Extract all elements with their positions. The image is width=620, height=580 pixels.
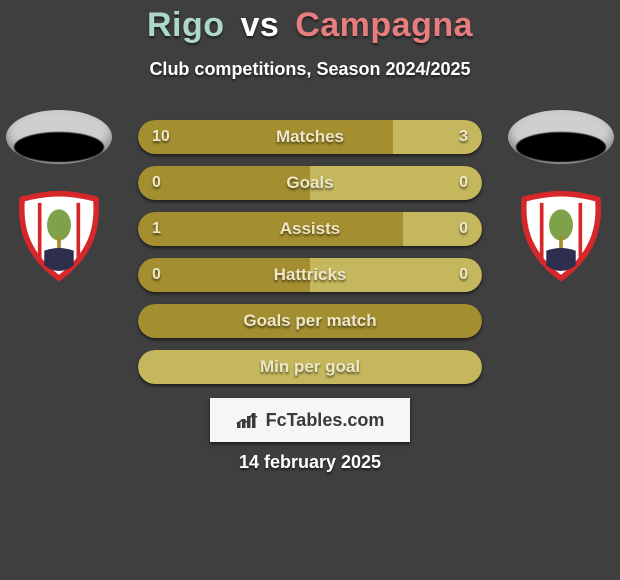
vs-text: vs (240, 6, 279, 44)
player2-name: Campagna (295, 6, 473, 44)
player1-name: Rigo (147, 6, 225, 44)
bar-label: Goals per match (138, 304, 482, 338)
stat-bar-row: Min per goal (138, 350, 482, 384)
right-side (506, 110, 616, 390)
bar-label: Goals (138, 166, 482, 200)
stat-bars: Matches103Goals00Assists10Hattricks00Goa… (138, 120, 482, 396)
bar-label: Assists (138, 212, 482, 246)
subtitle: Club competitions, Season 2024/2025 (0, 59, 620, 80)
bar-right-value: 0 (459, 166, 468, 200)
bar-left-value: 0 (152, 258, 161, 292)
bar-left-value: 0 (152, 166, 161, 200)
player2-avatar-placeholder (508, 110, 614, 162)
left-side (4, 110, 114, 390)
attribution-badge: FcTables.com (210, 398, 410, 442)
stat-bar-row: Assists1 0 (138, 212, 482, 246)
bar-right-value: 0 (459, 212, 468, 246)
date-stamp: 14 february 2025 (0, 452, 620, 473)
page-title: Rigo vs Campagna (0, 0, 620, 45)
bar-label: Min per goal (138, 350, 482, 384)
stat-bar-row: Hattricks0 0 (138, 258, 482, 292)
player1-club-crest (13, 190, 105, 282)
bar-left-value: 1 (152, 212, 161, 246)
bar-right-value: 0 (459, 258, 468, 292)
stat-bar-row: Goals0 0 (138, 166, 482, 200)
bar-right-value: 3 (459, 120, 468, 154)
chart-icon (236, 411, 260, 429)
stat-bar-row: Matches10 3 (138, 120, 482, 154)
player1-avatar-placeholder (6, 110, 112, 162)
stat-bar-row: Goals per match (138, 304, 482, 338)
bar-label: Hattricks (138, 258, 482, 292)
bar-label: Matches (138, 120, 482, 154)
stage: Rigo vs Campagna Club competitions, Seas… (0, 0, 620, 580)
bar-left-value: 10 (152, 120, 170, 154)
attribution-text: FcTables.com (266, 410, 385, 431)
player2-club-crest (515, 190, 607, 282)
